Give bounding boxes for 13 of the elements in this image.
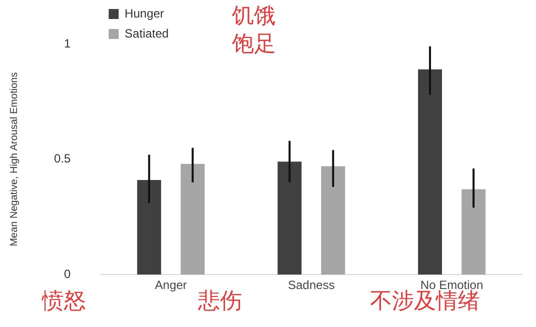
text: 悲伤	[198, 289, 242, 315]
x-tick-label: Anger	[154, 278, 187, 292]
y-axis-title: Mean Negative, High Arousal Emotions	[8, 72, 20, 246]
text: 饥饿	[232, 4, 276, 30]
legend-label: Hunger	[124, 6, 164, 20]
text: 愤怒	[42, 289, 86, 315]
legend-label: Satiated	[124, 26, 169, 40]
text: 不涉及情绪	[370, 289, 480, 315]
annotation: 饱足	[232, 32, 276, 58]
y-tick-label: 0.5	[54, 152, 71, 166]
y-tick-label: 0	[64, 266, 71, 281]
y-tick-label: 1	[64, 36, 71, 50]
x-tick-label: Sadness	[288, 278, 335, 292]
